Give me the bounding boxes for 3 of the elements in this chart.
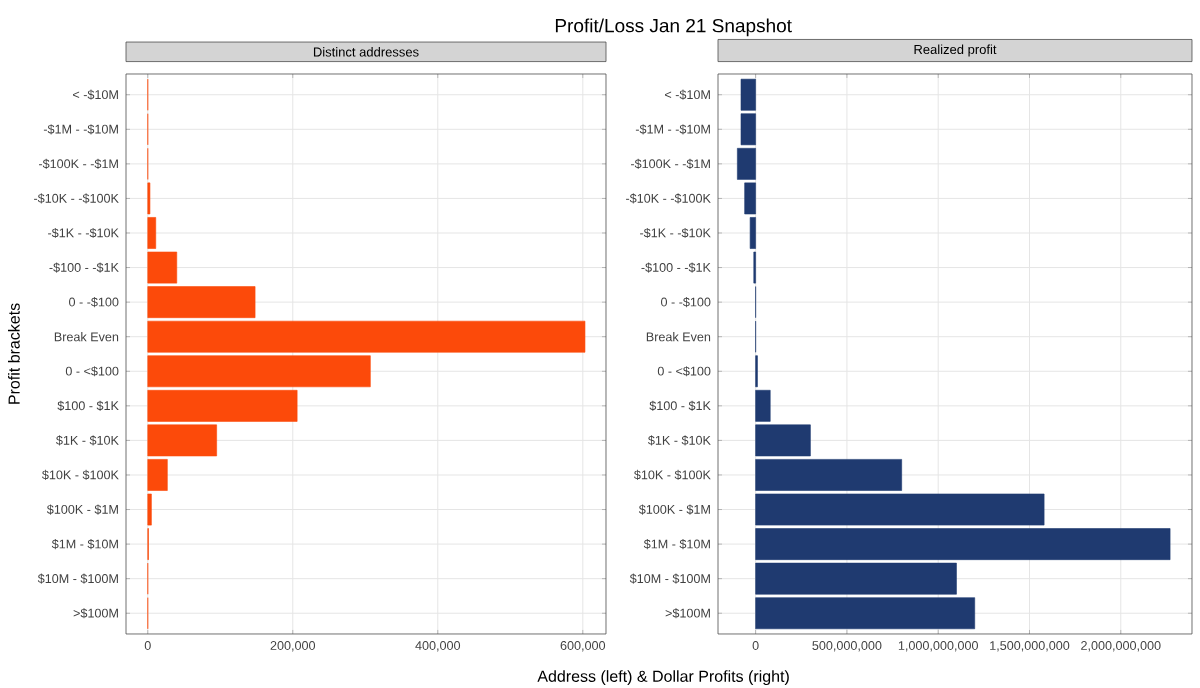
x-axis-title: Address (left) & Dollar Profits (right) <box>537 670 789 686</box>
y-axis-title: Profit brackets <box>8 303 20 404</box>
text: Profit/Loss Jan 21 Snapshot <box>555 18 792 37</box>
